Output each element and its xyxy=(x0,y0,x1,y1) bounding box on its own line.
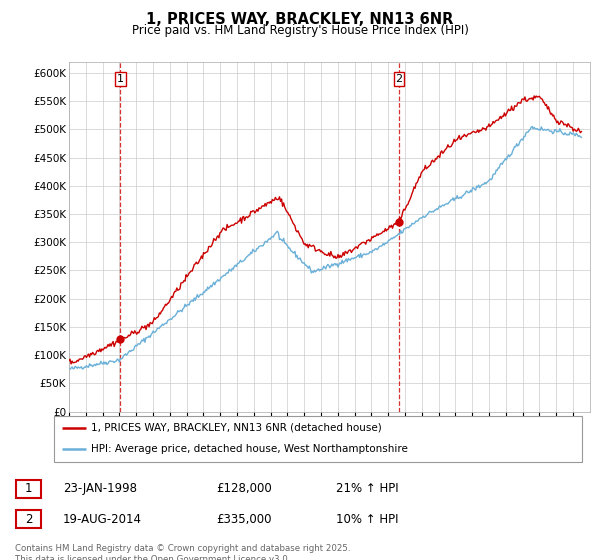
Text: Price paid vs. HM Land Registry's House Price Index (HPI): Price paid vs. HM Land Registry's House … xyxy=(131,24,469,36)
Text: £128,000: £128,000 xyxy=(216,482,272,496)
Text: £335,000: £335,000 xyxy=(216,512,271,526)
Text: Contains HM Land Registry data © Crown copyright and database right 2025.
This d: Contains HM Land Registry data © Crown c… xyxy=(15,544,350,560)
Text: 19-AUG-2014: 19-AUG-2014 xyxy=(63,512,142,526)
Text: 2: 2 xyxy=(395,74,403,84)
Text: 10% ↑ HPI: 10% ↑ HPI xyxy=(336,512,398,526)
FancyBboxPatch shape xyxy=(16,510,41,528)
FancyBboxPatch shape xyxy=(54,416,582,462)
Text: 1: 1 xyxy=(117,74,124,84)
Text: 21% ↑ HPI: 21% ↑ HPI xyxy=(336,482,398,496)
Text: 23-JAN-1998: 23-JAN-1998 xyxy=(63,482,137,496)
Text: 1: 1 xyxy=(25,482,32,496)
Text: 1, PRICES WAY, BRACKLEY, NN13 6NR: 1, PRICES WAY, BRACKLEY, NN13 6NR xyxy=(146,12,454,27)
Text: 2: 2 xyxy=(25,512,32,526)
FancyBboxPatch shape xyxy=(16,480,41,498)
Text: 1, PRICES WAY, BRACKLEY, NN13 6NR (detached house): 1, PRICES WAY, BRACKLEY, NN13 6NR (detac… xyxy=(91,423,382,432)
Text: HPI: Average price, detached house, West Northamptonshire: HPI: Average price, detached house, West… xyxy=(91,444,408,454)
